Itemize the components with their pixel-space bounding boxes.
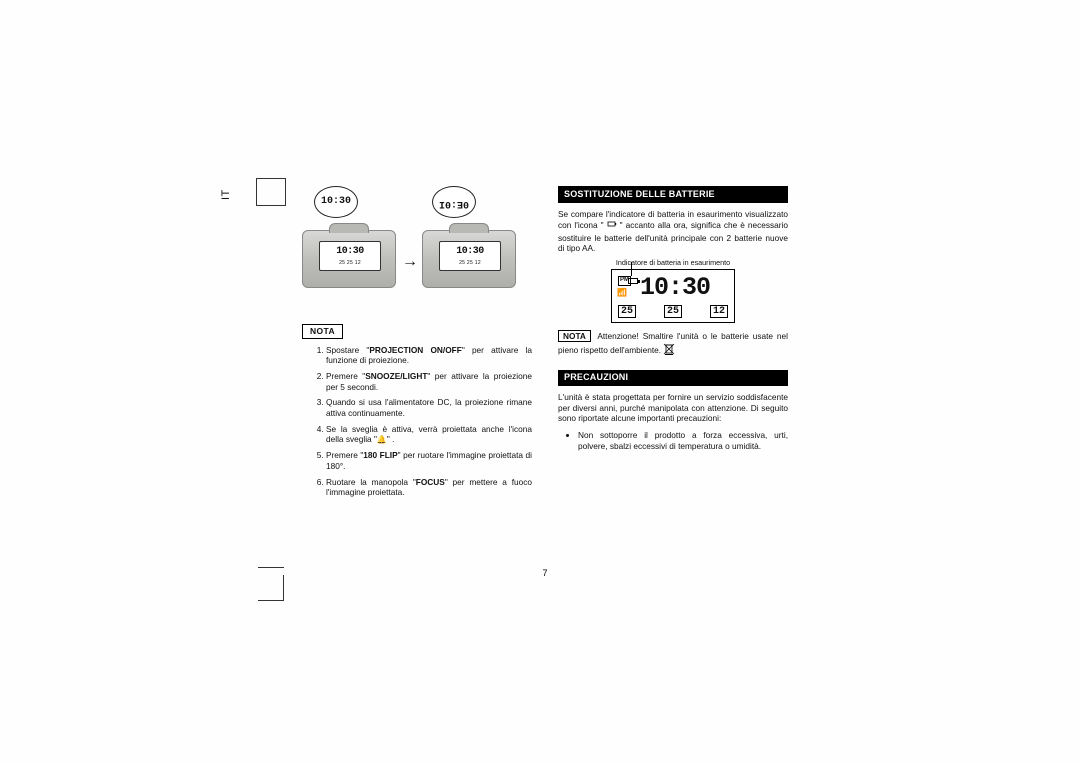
- precautions-intro: L'unità è stata progettata per fornire u…: [558, 392, 788, 424]
- lcd-caption: Indicatore di batteria in esaurimento: [558, 258, 788, 267]
- projection-time-flipped: 0E:0I: [439, 196, 469, 209]
- precautions-list: Non sottoporre il prodotto a forza ecces…: [558, 430, 788, 451]
- device-screen: 10:30 25 25 12: [439, 241, 501, 271]
- battery-low-icon: [628, 278, 638, 284]
- device-screen: 10:30 25 25 12: [319, 241, 381, 271]
- right-column: SOSTITUZIONE DELLE BATTERIE Se compare l…: [558, 186, 788, 451]
- pointer-line: [631, 262, 632, 276]
- lcd-date-row: 25 25 12: [618, 305, 728, 318]
- device-hump: [449, 223, 489, 233]
- crop-mark: [258, 600, 284, 601]
- projection-bubble-flipped: 0E:0I: [432, 186, 476, 218]
- screen-time: 10:30: [336, 246, 364, 259]
- language-tab: IT: [220, 189, 232, 200]
- device-hump: [329, 223, 369, 233]
- lcd-seg: 12: [710, 305, 728, 318]
- lcd-figure: PM 📶 10:30 25 25 12: [611, 269, 735, 323]
- product-illustration: 10:30 10:30 25 25 12 → 0E:0I: [302, 186, 532, 316]
- battery-icon: [607, 219, 617, 233]
- lcd-time: 10:30: [640, 272, 710, 304]
- section-heading-battery: SOSTITUZIONE DELLE BATTERIE: [558, 186, 788, 203]
- list-item: Non sottoporre il prodotto a forza ecces…: [578, 430, 788, 451]
- steps-list: Spostare "PROJECTION ON/OFF" per attivar…: [302, 345, 532, 498]
- device-right: 10:30 25 25 12: [422, 230, 516, 288]
- lcd-seg: 25: [618, 305, 636, 318]
- crop-mark: [283, 575, 284, 601]
- list-item: Premere "180 FLIP" per ruotare l'immagin…: [326, 450, 532, 471]
- section-heading-precautions: PRECAUZIONI: [558, 370, 788, 387]
- lcd-seg: 25: [664, 305, 682, 318]
- left-column: 10:30 10:30 25 25 12 → 0E:0I: [302, 186, 532, 503]
- nota-label: NOTA: [302, 324, 343, 339]
- arrow-icon: →: [402, 252, 418, 272]
- screen-date: 25 25 12: [459, 260, 481, 266]
- weee-icon: [663, 342, 675, 356]
- list-item: Premere "SNOOZE/LIGHT" per attivare la p…: [326, 371, 532, 392]
- screen-date: 25 25 12: [339, 260, 361, 266]
- signal-icon: 📶: [617, 288, 627, 298]
- page-number: 7: [302, 568, 788, 578]
- nota-inline-label: NOTA: [558, 330, 591, 342]
- crop-mark: [256, 178, 286, 206]
- device-left: 10:30 25 25 12: [302, 230, 396, 288]
- screen-time: 10:30: [456, 246, 484, 259]
- bell-icon: 🔔: [377, 435, 387, 444]
- page-content: 10:30 10:30 25 25 12 → 0E:0I: [302, 186, 788, 578]
- battery-paragraph: Se compare l'indicatore di batteria in e…: [558, 209, 788, 254]
- canvas: IT 10:30 10:30 25 25 12 → 0: [0, 0, 1080, 763]
- list-item: Spostare "PROJECTION ON/OFF" per attivar…: [326, 345, 532, 366]
- nota-disposal: NOTA Attenzione! Smaltire l'unità o le b…: [558, 331, 788, 356]
- list-item: Se la sveglia è attiva, verrà proiettata…: [326, 424, 532, 446]
- list-item: Quando si usa l'alimentatore DC, la proi…: [326, 397, 532, 418]
- projection-time: 10:30: [321, 196, 351, 209]
- crop-mark: [258, 567, 284, 568]
- projection-bubble-normal: 10:30: [314, 186, 358, 218]
- list-item: Ruotare la manopola "FOCUS" per mettere …: [326, 477, 532, 498]
